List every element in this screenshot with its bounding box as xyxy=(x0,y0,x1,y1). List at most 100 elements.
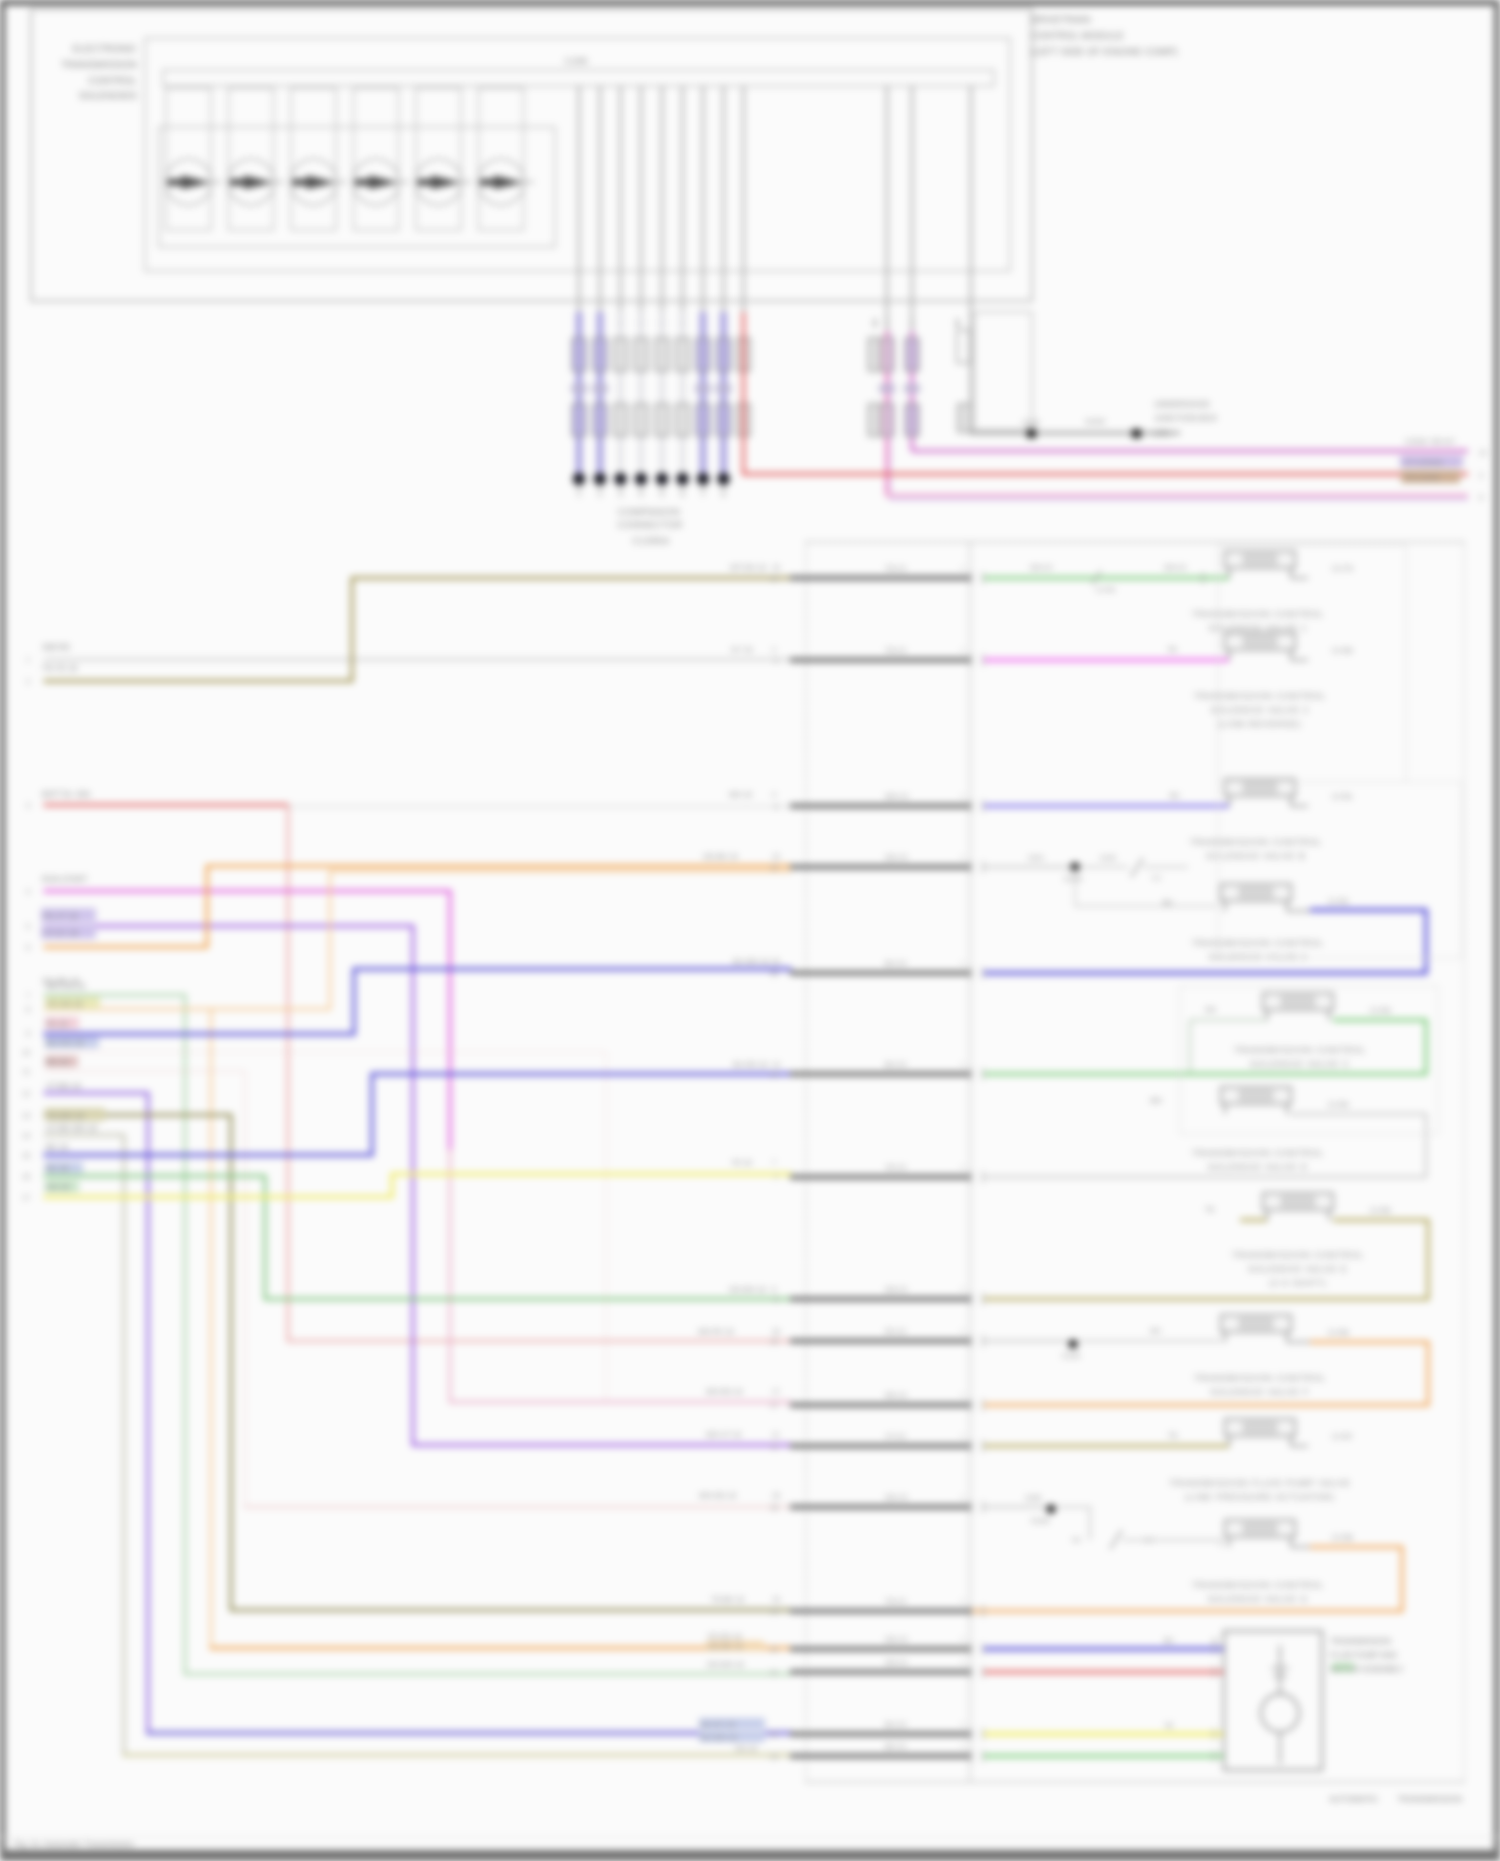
svg-text:G104: G104 xyxy=(1022,420,1039,427)
svg-text:c: c xyxy=(961,1599,964,1605)
svg-text:2: 2 xyxy=(772,647,776,654)
svg-text:S1046: S1046 xyxy=(1031,1518,1050,1525)
svg-text:GN 0.5: GN 0.5 xyxy=(885,1660,907,1667)
svg-text:UNDERHOOD: UNDERHOOD xyxy=(1154,399,1210,409)
svg-text:c: c xyxy=(961,855,964,861)
svg-text:S20A: S20A xyxy=(1028,855,1045,862)
svg-text:BU 0.5: BU 0.5 xyxy=(885,961,907,968)
svg-text:8: 8 xyxy=(722,492,726,499)
svg-text:TRANSMISSION: TRANSMISSION xyxy=(1330,1637,1391,1646)
svg-text:BK 0.5: BK 0.5 xyxy=(885,1744,906,1751)
svg-text:17: 17 xyxy=(772,1389,780,1396)
svg-text:17: 17 xyxy=(770,1403,778,1410)
svg-text:20: 20 xyxy=(770,1647,778,1654)
svg-text:14: 14 xyxy=(22,1133,30,1140)
svg-text:SOLENOID VALVE F: SOLENOID VALVE F xyxy=(1210,1387,1309,1397)
svg-text:30: 30 xyxy=(770,971,778,978)
svg-text:c: c xyxy=(961,1660,964,1666)
svg-text:8: 8 xyxy=(26,1007,30,1014)
svg-text:YE: YE xyxy=(1164,1723,1174,1730)
svg-text:TRANSMISSION: TRANSMISSION xyxy=(61,60,137,71)
svg-text:6: 6 xyxy=(26,945,30,952)
svg-text:18: 18 xyxy=(772,1493,780,1500)
svg-text:OG 0.5: OG 0.5 xyxy=(885,1637,908,1644)
svg-text:BU 0.5: BU 0.5 xyxy=(885,1722,907,1729)
svg-text:4.2: 4.2 xyxy=(1152,875,1161,882)
svg-text:TRANSMISSION CONTROL: TRANSMISSION CONTROL xyxy=(1194,691,1327,701)
svg-text:VT 0.5: VT 0.5 xyxy=(885,1434,906,1441)
svg-text:13: 13 xyxy=(772,1062,780,1069)
svg-text:15: 15 xyxy=(22,1153,30,1160)
svg-text:SOLENOID VALVE G: SOLENOID VALVE G xyxy=(1208,1594,1309,1604)
svg-text:10: 10 xyxy=(22,1050,30,1057)
svg-text:7: 7 xyxy=(701,492,705,499)
svg-text:BU: BU xyxy=(1163,900,1173,907)
svg-text:S1044: S1044 xyxy=(1064,876,1083,883)
svg-text:C1782: C1782 xyxy=(1328,899,1349,906)
svg-text:AUTOMATIC TRANSMISSION: AUTOMATIC TRANSMISSION xyxy=(1329,1794,1462,1804)
svg-text:C1780: C1780 xyxy=(1332,648,1353,655)
svg-text:TN: TN xyxy=(1205,1207,1214,1214)
svg-text:(JB): (JB) xyxy=(1154,428,1170,438)
svg-text:30: 30 xyxy=(772,959,780,966)
svg-text:7: 7 xyxy=(772,1160,776,1167)
svg-text:GN 18: GN 18 xyxy=(735,1744,757,1753)
svg-text:1: 1 xyxy=(577,492,581,499)
svg-text:10: 10 xyxy=(772,854,780,861)
svg-text:8: 8 xyxy=(774,1297,778,1304)
svg-text:c: c xyxy=(961,1495,964,1501)
svg-text:C1787: C1787 xyxy=(1332,1434,1353,1441)
svg-text:BU-OG 18: BU-OG 18 xyxy=(46,1039,84,1048)
svg-text:C1784: C1784 xyxy=(1328,1102,1349,1109)
svg-text:23: 23 xyxy=(770,1754,778,1761)
svg-text:TRANSMISSION CONTROL: TRANSMISSION CONTROL xyxy=(1234,1045,1367,1055)
svg-text:C1395A: C1395A xyxy=(632,536,669,547)
svg-text:c: c xyxy=(961,1165,964,1171)
svg-text:TRANSMISSION CONTROL: TRANSMISSION CONTROL xyxy=(1190,837,1323,847)
svg-text:TRANSMISSION CONTROL: TRANSMISSION CONTROL xyxy=(1232,1250,1365,1260)
svg-text:TN-WH 18: TN-WH 18 xyxy=(46,1112,84,1121)
svg-text:4: 4 xyxy=(639,492,643,499)
svg-text:RD 20: RD 20 xyxy=(46,1058,69,1067)
svg-text:8: 8 xyxy=(772,1287,776,1294)
svg-text:C1779: C1779 xyxy=(1332,566,1353,573)
svg-text:GN 0.5: GN 0.5 xyxy=(1164,565,1186,572)
svg-text:5: 5 xyxy=(26,924,30,931)
svg-text:TN 0.5: TN 0.5 xyxy=(885,566,906,573)
svg-text:TN 0.5: TN 0.5 xyxy=(885,648,906,655)
svg-text:OG 0.5: OG 0.5 xyxy=(885,1495,908,1502)
svg-text:COMPANION: COMPANION xyxy=(618,507,680,518)
svg-text:PK 20: PK 20 xyxy=(46,1020,68,1029)
svg-text:9: 9 xyxy=(1479,495,1483,502)
svg-text:TN-YE 18: TN-YE 18 xyxy=(42,664,78,673)
svg-text:C1783: C1783 xyxy=(1370,1008,1391,1015)
svg-text:10: 10 xyxy=(770,865,778,872)
svg-text:YE 0.5: YE 0.5 xyxy=(885,1165,906,1172)
svg-text:SOLENOID VALVE D: SOLENOID VALVE D xyxy=(1208,1162,1308,1172)
svg-text:c: c xyxy=(961,1637,964,1643)
svg-text:c: c xyxy=(961,1744,964,1750)
svg-text:SOLENOID VALVE 2: SOLENOID VALVE 2 xyxy=(1211,705,1310,715)
svg-text:11: 11 xyxy=(23,1069,30,1076)
svg-text:16: 16 xyxy=(772,565,780,572)
svg-text:WH-OG 18: WH-OG 18 xyxy=(699,1491,736,1500)
svg-text:BK 18: BK 18 xyxy=(46,1143,68,1152)
svg-text:19: 19 xyxy=(772,1597,780,1604)
svg-text:C1786: C1786 xyxy=(1328,1330,1349,1337)
svg-text:19: 19 xyxy=(770,1609,778,1616)
svg-text:c: c xyxy=(961,961,964,967)
svg-text:GY 18: GY 18 xyxy=(731,645,752,654)
svg-text:C1395: C1395 xyxy=(564,57,588,66)
svg-text:c: c xyxy=(961,1393,964,1399)
svg-text:c: c xyxy=(961,1287,964,1293)
svg-text:C1788: C1788 xyxy=(1332,1535,1353,1542)
svg-text:2: 2 xyxy=(598,492,602,499)
svg-text:S1043: S1043 xyxy=(1085,419,1105,426)
svg-text:WH-PK 18: WH-PK 18 xyxy=(698,1327,733,1336)
svg-text:RUN-START: RUN-START xyxy=(42,875,88,884)
svg-text:6: 6 xyxy=(681,492,685,499)
svg-text:c: c xyxy=(961,1062,964,1068)
svg-text:TN 0.5: TN 0.5 xyxy=(885,1599,906,1606)
svg-text:WH 0.5: WH 0.5 xyxy=(885,794,908,801)
svg-text:3: 3 xyxy=(1479,473,1483,480)
